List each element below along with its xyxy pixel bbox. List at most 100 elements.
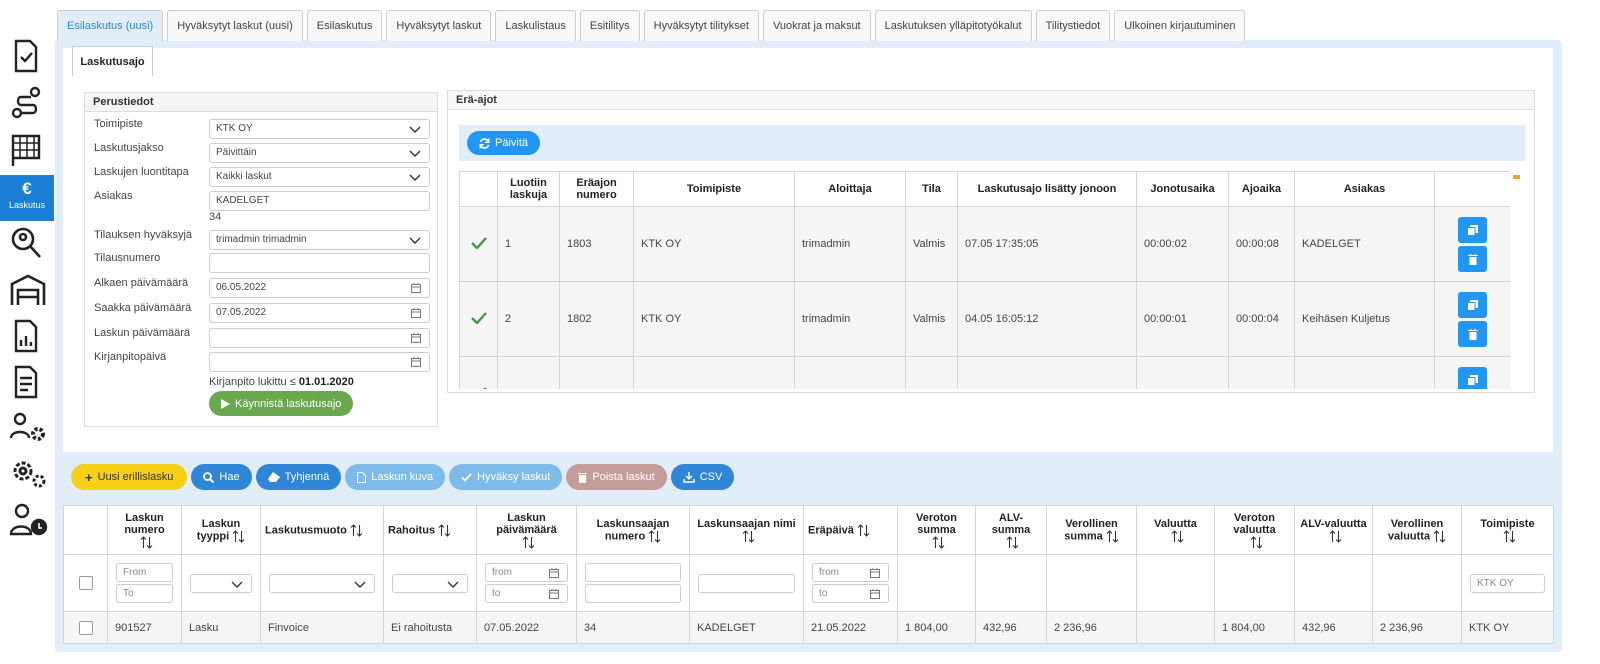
filter-input[interactable]: KTK OY — [1470, 573, 1545, 593]
filter-select[interactable] — [269, 573, 375, 593]
icon-report[interactable] — [9, 318, 43, 354]
select[interactable]: Kaikki laskut — [209, 167, 430, 187]
select[interactable]: KTK OY — [209, 119, 430, 139]
header-cell: Laskutusajo lisätty jonoon — [957, 171, 1137, 207]
active-icon: € — [22, 179, 32, 198]
select[interactable]: Päivittäin — [209, 143, 430, 163]
filter-input[interactable] — [585, 584, 681, 603]
tab[interactable]: Hyväksytyt tilitykset — [643, 10, 759, 41]
icon-flag[interactable] — [9, 132, 43, 168]
tab[interactable]: Vuokrat ja maksut — [762, 10, 871, 41]
header-cell[interactable]: ALV-summa — [975, 505, 1047, 555]
input[interactable]: 07.05.2022 — [209, 303, 430, 323]
tab[interactable]: Esilaskutus — [306, 10, 383, 41]
field-value: KADELGET — [216, 195, 270, 206]
refresh-bar — [459, 125, 1525, 161]
field-value: 07.05.2022 — [216, 307, 267, 318]
header-cell[interactable]: Laskun päivämäärä — [476, 505, 577, 555]
filter-input[interactable] — [698, 573, 795, 593]
tab[interactable]: Tilitystiedot — [1035, 10, 1111, 41]
filter-input[interactable]: from — [812, 563, 889, 582]
toolbar-button[interactable]: + Uusi erillislasku — [71, 464, 188, 490]
start-button[interactable]: Käynnistä laskutusajo — [209, 391, 354, 416]
input[interactable] — [209, 328, 430, 348]
filter-input[interactable]: to — [485, 584, 568, 603]
input[interactable] — [209, 253, 430, 273]
toolbar-button[interactable]: Hyväksy laskut — [449, 464, 563, 490]
icon-checklist[interactable] — [9, 38, 43, 74]
era-cell: 04.05 16:05:12 — [957, 281, 1137, 357]
icon-route[interactable] — [9, 85, 43, 121]
icon-search-map[interactable] — [9, 225, 43, 261]
refresh-button[interactable]: Päivitä — [467, 131, 541, 155]
toolbar-button[interactable]: Hae — [191, 464, 252, 490]
header-text: Eräpäivä — [808, 523, 854, 536]
icon-warehouse[interactable] — [9, 272, 47, 308]
header-cell[interactable]: Verollinen valuutta — [1372, 505, 1462, 555]
filter-input[interactable] — [585, 563, 681, 582]
delete-button[interactable] — [1458, 246, 1487, 272]
toolbar-button[interactable]: CSV — [670, 464, 735, 490]
input[interactable]: KADELGET — [209, 191, 430, 211]
tab[interactable]: Ulkoinen kirjautuminen — [1114, 10, 1246, 41]
filter-select[interactable] — [190, 573, 252, 593]
tab[interactable]: Esitilitys — [579, 10, 640, 41]
copy-button[interactable] — [1458, 292, 1487, 318]
input[interactable]: 06.05.2022 — [209, 278, 430, 298]
header-cell[interactable]: Laskunsaajan numero — [576, 505, 690, 555]
era-cell: 00:00:02 — [1136, 206, 1229, 282]
header-cell[interactable]: Verollinen summa — [1046, 505, 1137, 555]
copy-button[interactable] — [1458, 367, 1487, 389]
filter-input[interactable]: From — [116, 563, 173, 582]
toolbar-button[interactable]: Tyhjennä — [255, 464, 342, 490]
header-cell[interactable]: ALV-valuutta — [1294, 505, 1373, 555]
filter-cell — [181, 554, 261, 612]
input[interactable] — [209, 352, 430, 372]
header-cell[interactable]: Laskun tyyppi — [181, 505, 261, 555]
checkbox[interactable] — [78, 620, 93, 635]
delete-button[interactable] — [1458, 321, 1487, 347]
filter-select[interactable] — [392, 573, 468, 593]
header-cell[interactable]: Veroton valuutta — [1214, 505, 1295, 555]
box-title: Perustiedot — [85, 93, 437, 112]
era-table: Luotiin laskuja Eräajon numero Toimipiste A… — [459, 171, 1510, 389]
tab[interactable]: Esilaskutus (uusi) — [57, 10, 164, 41]
checkbox[interactable] — [78, 576, 93, 590]
filter-cell — [1046, 554, 1137, 612]
header-cell[interactable]: Eräpäivä — [803, 505, 898, 555]
header-cell[interactable]: Rahoitus — [383, 505, 477, 555]
copy-button[interactable] — [1458, 217, 1487, 243]
tab[interactable]: Hyväksytyt laskut (uusi) — [167, 10, 303, 41]
sidebar-active[interactable]: € Laskutus — [0, 175, 54, 221]
icon-user-clock[interactable] — [9, 502, 49, 538]
sort-icon — [645, 529, 661, 543]
header-cell[interactable]: Laskun numero — [107, 505, 182, 555]
toolbar-button[interactable]: Poista laskut — [566, 464, 667, 490]
icon-settings[interactable] — [9, 455, 49, 491]
header-cell[interactable]: Laskunsaajan nimi — [689, 505, 804, 555]
tab[interactable]: Hyväksytyt laskut — [386, 10, 492, 41]
select[interactable]: trimadmin trimadmin — [209, 230, 430, 250]
status-cell — [459, 356, 498, 389]
filter-input[interactable]: from — [485, 563, 568, 582]
header-text: ALV-valuutta — [1300, 517, 1367, 530]
icon-document[interactable] — [9, 364, 43, 400]
tab[interactable]: Laskulistaus — [495, 10, 576, 41]
header-cell: Aloittaja — [794, 171, 906, 207]
header-cell[interactable]: Toimipiste — [1461, 505, 1554, 555]
header-cell[interactable]: Laskutusmuoto — [260, 505, 384, 555]
icon-users-settings[interactable] — [9, 410, 49, 446]
header-cell[interactable]: Veroton summa — [897, 505, 976, 555]
subtab[interactable]: Laskutusajo — [72, 46, 153, 76]
toolbar-button[interactable]: Laskun kuva — [345, 464, 445, 490]
field-label: Alkaen päivämäärä — [94, 277, 189, 289]
invoice-cell: 21.05.2022 — [803, 611, 898, 644]
field-label: Toimipiste — [94, 118, 143, 130]
era-cell: 00:00:01 — [1136, 281, 1229, 357]
filter-input[interactable]: to — [812, 584, 889, 603]
era-cell: 1803 — [559, 206, 634, 282]
header-cell[interactable]: Valuutta — [1136, 505, 1215, 555]
tab[interactable]: Laskutuksen ylläpitotyökalut — [874, 10, 1032, 41]
filter-input[interactable]: To — [116, 584, 173, 603]
